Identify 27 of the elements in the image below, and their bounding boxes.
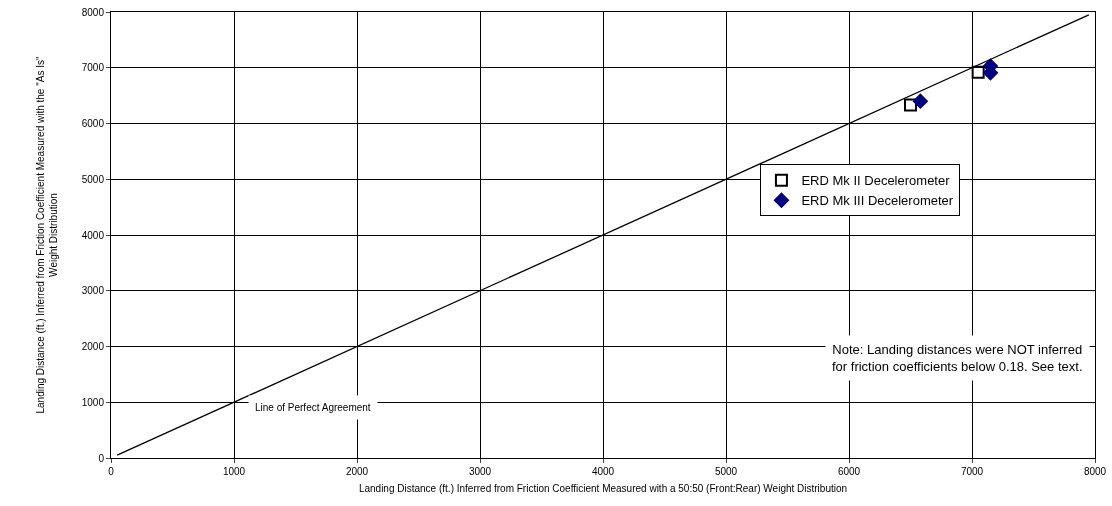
y-tick-label: 7000 (81, 62, 105, 74)
x-tick-label: 7000 (960, 466, 984, 477)
y-tick-label: 5000 (81, 173, 105, 185)
x-tick-label: 4000 (591, 466, 615, 477)
point (904, 98, 917, 112)
point (971, 65, 985, 79)
y-tick-label: 2000 (81, 341, 105, 352)
y-tick-label: 1000 (81, 396, 105, 408)
y-tick-label: 0 (98, 452, 105, 464)
x-tick-label: 5000 (714, 466, 738, 477)
y-tick-label: 8000 (81, 6, 105, 18)
legend-label: ERD Mk III Decelerometer (801, 193, 954, 209)
x-tick-label: 8000 (1083, 466, 1107, 477)
annotation: Note: Landing distances were NOT inferred for friction coefficients below 0.18. See text. (832, 342, 1083, 374)
x-tick-label: 1000 (222, 466, 246, 477)
y-axis-title: Landing Distance (ft.) Inferred from Friction Coefficient Measured with the "As Is" Weight Distribution (34, 56, 59, 414)
legend-label: ERD Mk II Decelerometer (801, 173, 951, 189)
annotation: Line of Perfect Agreement (255, 402, 371, 413)
x-tick-label: 6000 (837, 466, 861, 477)
x-tick-label: 3000 (468, 466, 492, 477)
y-tick-label: 4000 (81, 229, 105, 241)
x-tick-label: 2000 (345, 466, 369, 477)
x-axis-title: Landing Distance (ft.) Inferred from Friction Coefficient Measured with a 50:50 (Front:Rear) Weight Distribution (358, 482, 848, 494)
x-tick-label: 0 (108, 466, 115, 477)
y-tick-label: 3000 (81, 285, 105, 297)
point (912, 93, 928, 109)
y-tick-label: 6000 (81, 118, 105, 129)
